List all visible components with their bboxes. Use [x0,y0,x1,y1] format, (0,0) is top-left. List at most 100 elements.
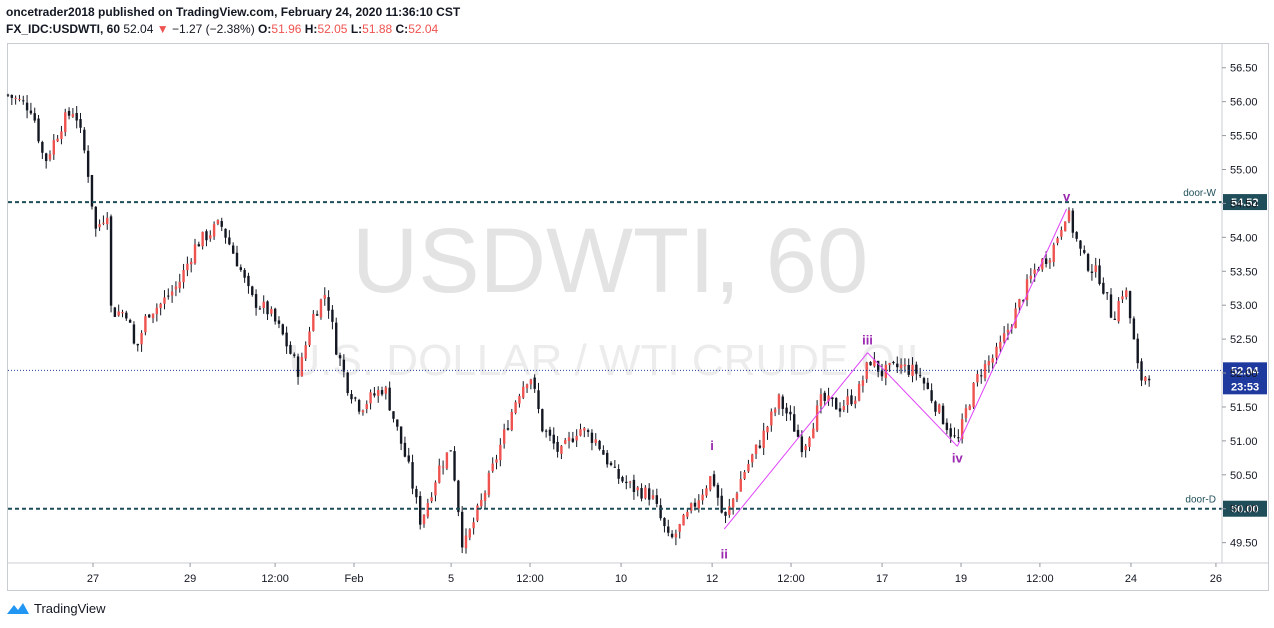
wave-label-iii: iii [862,333,873,348]
time-tick-label: 12:00 [261,573,289,585]
level-name-door-W: door-W [1183,188,1216,199]
candle-down [235,252,239,267]
candle-up [270,309,273,314]
candle-down [37,118,40,142]
candle-down [266,301,269,315]
candle-up [777,394,781,409]
candle-down [785,407,788,414]
candle-up [140,332,143,345]
close-value: 52.04 [408,22,439,36]
time-tick-label: 26 [1210,573,1222,585]
candle-up [1094,265,1097,272]
candle-down [670,533,674,538]
candle-up [472,522,475,529]
candle-down [556,441,559,452]
candle-down [254,294,258,308]
publisher-text: oncetrader2018 published on TradingView.… [6,5,461,19]
candle-down [109,216,113,306]
candle-down [388,387,391,411]
candle-up [651,495,655,499]
candle-up [1125,290,1128,298]
candle-up [56,138,59,142]
time-tick-label: 27 [87,573,99,585]
candle-down [915,364,918,374]
candle-up [480,499,483,507]
wave-label-iv: iv [952,450,964,465]
candle-up [938,404,941,413]
candle-up [861,380,865,386]
candle-down [716,484,720,498]
candle-up [60,131,63,140]
candle-down [980,375,983,377]
open-value: 51.96 [271,22,302,36]
candle-down [544,430,548,432]
candle-up [1063,221,1067,232]
candle-up [441,466,445,468]
candle-up [186,263,189,271]
candle-up [686,511,689,517]
candle-down [350,394,353,400]
candle-up [361,410,365,413]
candle-down [552,434,555,444]
ohlc-header: FX_IDC:USDWTI, 60 52.04 ▼ −1.27 (−2.38%)… [6,22,438,36]
footer-brand[interactable]: TradingView [6,600,106,616]
publisher-line: oncetrader2018 published on TradingView.… [6,5,460,19]
candle-down [800,436,804,453]
candle-down [90,175,94,207]
candle-up [319,299,323,318]
candle-down [392,411,395,419]
price-tick-label: 52.50 [1230,334,1258,346]
candle-up [117,311,120,316]
candle-up [766,426,769,433]
candle-down [834,398,838,410]
candle-down [136,343,139,346]
time-tick-label: 12:00 [1026,573,1054,585]
candle-up [377,390,380,396]
candle-down [586,430,590,432]
candle-down [289,344,292,354]
candle-down [335,322,338,355]
candle-down [609,462,613,466]
time-tick-label: Feb [345,573,364,585]
candle-down [231,245,235,254]
candle-up [422,514,426,525]
candle-up [18,98,21,100]
candle-up [483,492,487,501]
candle-up [1033,269,1036,274]
candle-up [743,472,746,479]
last-price: 52.04 [123,22,154,36]
candle-up [365,404,368,410]
candle-up [438,465,441,483]
candle-up [731,498,735,508]
candle-down [838,408,842,412]
candle-up [846,396,849,406]
candle-down [6,94,10,96]
candle-up [857,383,861,401]
candle-down [617,469,620,479]
candle-down [724,511,727,516]
candle-down [1022,300,1025,302]
candle-up [808,437,811,447]
candle-down [33,113,36,121]
candle-up [999,341,1002,349]
time-tick-label: 5 [448,573,454,585]
candle-down [1098,265,1101,284]
time-tick-label: 19 [955,573,967,585]
candle-down [659,505,662,519]
candle-up [518,396,521,404]
candle-down [613,466,617,468]
candle-up [468,529,472,538]
price-tick-label: 52.00 [1230,368,1258,380]
candle-down [220,221,223,227]
candle-up [594,439,597,443]
candle-up [1060,230,1063,237]
bar-countdown-label: 23:53 [1231,381,1259,393]
candle-down [598,440,601,450]
candle-up [1056,238,1059,244]
candle-down [1132,318,1136,340]
change-value: −1.27 (−2.38%) [171,22,255,36]
wave-label-ii: ii [721,547,728,562]
level-price-badge [1223,500,1267,517]
candle-down [338,355,342,359]
